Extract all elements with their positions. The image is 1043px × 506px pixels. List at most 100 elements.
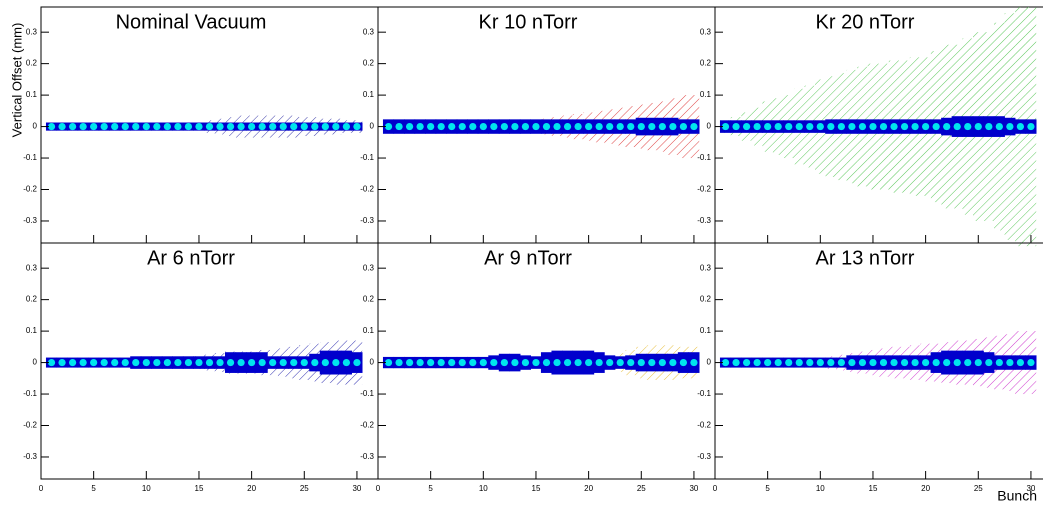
marker [1027, 358, 1035, 367]
marker [132, 122, 140, 131]
marker [47, 358, 56, 367]
marker [332, 358, 340, 367]
y-tick-label: -0.3 [697, 452, 711, 461]
marker [553, 358, 561, 367]
marker [142, 358, 150, 367]
x-tick-label: 30 [352, 484, 361, 493]
marker [395, 358, 403, 367]
marker [416, 122, 424, 131]
marker [669, 122, 677, 131]
marker [321, 122, 329, 131]
marker [205, 122, 214, 131]
x-tick-label: 20 [247, 484, 256, 493]
x-tick-label: 5 [428, 484, 433, 493]
marker [542, 122, 551, 131]
marker [732, 122, 740, 131]
marker [879, 358, 888, 367]
marker [658, 358, 666, 367]
marker [795, 358, 803, 367]
marker [311, 358, 319, 367]
x-tick-label: 30 [689, 484, 698, 493]
marker [290, 358, 298, 367]
marker [964, 358, 972, 367]
x-tick-label: 20 [921, 484, 930, 493]
y-tick-label: 0.1 [363, 90, 375, 99]
marker [479, 122, 487, 131]
marker [637, 122, 645, 131]
marker [111, 122, 119, 131]
marker [248, 358, 256, 367]
marker [405, 358, 414, 367]
y-tick-label: 0.3 [26, 263, 38, 272]
x-tick-label: 30 [1026, 484, 1035, 493]
y-tick-label: 0.3 [700, 27, 712, 36]
marker [553, 122, 561, 131]
marker [111, 358, 119, 367]
marker [985, 358, 993, 367]
marker [458, 358, 466, 367]
marker [753, 358, 761, 367]
x-tick-label: 0 [39, 484, 44, 493]
marker [195, 358, 203, 367]
marker [574, 358, 582, 367]
x-tick-label: 15 [195, 484, 204, 493]
y-tick-label: -0.2 [360, 421, 374, 430]
marker [437, 358, 445, 367]
frame [714, 242, 1043, 480]
marker [953, 358, 961, 367]
marker [195, 122, 203, 131]
marker [121, 122, 129, 131]
marker [521, 358, 530, 367]
marker [858, 358, 867, 367]
marker [922, 358, 930, 367]
marker [437, 122, 445, 131]
marker [985, 122, 993, 131]
y-tick-label: -0.1 [697, 153, 711, 162]
y-tick-label: 0.2 [26, 59, 38, 68]
marker [858, 122, 867, 131]
marker [900, 122, 909, 131]
y-tick-label: -0.2 [697, 421, 711, 430]
y-tick-label: -0.2 [360, 185, 374, 194]
x-tick-label: 15 [869, 484, 878, 493]
y-tick-label: 0.1 [700, 90, 712, 99]
panel-title: Ar 6 nTorr [147, 247, 235, 269]
marker [290, 122, 298, 131]
marker [142, 122, 150, 131]
marker [574, 122, 582, 131]
marker [226, 122, 235, 131]
marker [932, 122, 940, 131]
y-tick-label: 0 [33, 358, 38, 367]
panel-title: Kr 10 nTorr [479, 11, 578, 33]
marker [563, 358, 572, 367]
y-tick-label: -0.3 [697, 216, 711, 225]
x-tick-label: 15 [532, 484, 541, 493]
marker [68, 358, 77, 367]
marker [153, 122, 161, 131]
marker [279, 122, 287, 131]
y-tick-label: 0.3 [26, 27, 38, 36]
marker [753, 122, 761, 131]
panel-title: Ar 9 nTorr [484, 247, 572, 269]
y-tick-label: 0.1 [26, 326, 38, 335]
marker [585, 358, 593, 367]
marker [827, 358, 835, 367]
marker [384, 122, 393, 131]
marker [627, 358, 635, 367]
marker [900, 358, 909, 367]
marker [132, 358, 140, 367]
marker [258, 122, 266, 131]
marker [163, 122, 171, 131]
marker [879, 122, 888, 131]
marker [1016, 122, 1025, 131]
marker [237, 122, 245, 131]
marker [226, 358, 235, 367]
marker [500, 358, 508, 367]
marker [627, 122, 635, 131]
x-tick-label: 25 [637, 484, 646, 493]
marker [669, 358, 677, 367]
panel-title: Nominal Vacuum [116, 11, 267, 33]
marker [837, 358, 845, 367]
marker [311, 122, 319, 131]
